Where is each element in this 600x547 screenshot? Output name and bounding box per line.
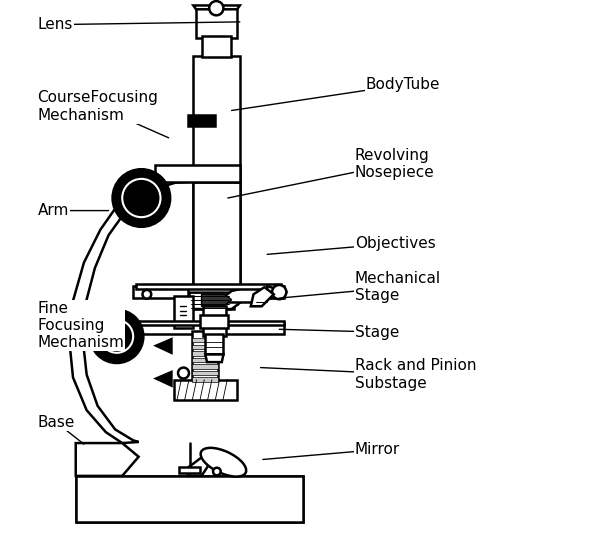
Bar [133,286,284,298]
Polygon shape [190,293,242,309]
Bar [188,287,240,298]
Bar [174,296,193,328]
Bar [202,36,231,57]
Circle shape [178,368,189,379]
Bar [192,358,218,362]
Text: Stage: Stage [279,324,399,340]
Text: BodyTube: BodyTube [232,77,440,110]
Bar [192,364,218,369]
Bar [133,323,284,334]
Polygon shape [156,372,172,386]
Bar [192,371,218,375]
Text: Mechanical
Stage: Mechanical Stage [279,271,441,304]
Circle shape [100,320,133,353]
Polygon shape [202,294,232,306]
Bar [200,315,228,328]
Bar [196,8,237,38]
Circle shape [113,170,170,226]
Polygon shape [76,443,139,476]
Bar [192,338,218,342]
Text: Fine
Focusing
Mechanism: Fine Focusing Mechanism [37,300,124,351]
Circle shape [213,468,221,475]
Bar [205,334,223,354]
Bar [133,321,284,325]
Bar [193,56,240,291]
Circle shape [122,179,161,217]
Text: Objectives: Objectives [267,236,436,254]
Bar [136,284,281,289]
Polygon shape [205,354,223,362]
Bar [193,302,235,309]
Text: CourseFocusing
Mechanism: CourseFocusing Mechanism [37,90,169,138]
Text: Arm: Arm [37,203,109,218]
Polygon shape [224,286,263,302]
Bar [155,165,240,182]
Text: Revolving
Nosepiece: Revolving Nosepiece [228,148,434,198]
Polygon shape [267,286,286,298]
Bar [192,351,218,356]
Polygon shape [69,170,221,443]
Bar [174,380,237,400]
Bar [179,467,200,473]
Bar [203,306,226,336]
Bar [193,182,240,291]
Polygon shape [193,5,240,9]
Text: Rack and Pinion
Substage: Rack and Pinion Substage [260,358,476,391]
Bar [191,295,237,304]
Ellipse shape [200,448,246,476]
Text: Lens: Lens [37,17,240,32]
Polygon shape [156,339,172,353]
Circle shape [142,290,151,299]
Bar [76,476,303,522]
Text: Base: Base [37,415,84,444]
Polygon shape [188,451,215,476]
Bar [192,345,218,349]
Bar [76,476,303,522]
Circle shape [91,310,143,363]
Polygon shape [251,287,274,306]
Bar [192,377,218,382]
Bar [192,331,218,383]
Circle shape [209,1,223,15]
Circle shape [272,285,286,299]
Text: Mirror: Mirror [263,442,400,459]
Bar [188,115,215,126]
